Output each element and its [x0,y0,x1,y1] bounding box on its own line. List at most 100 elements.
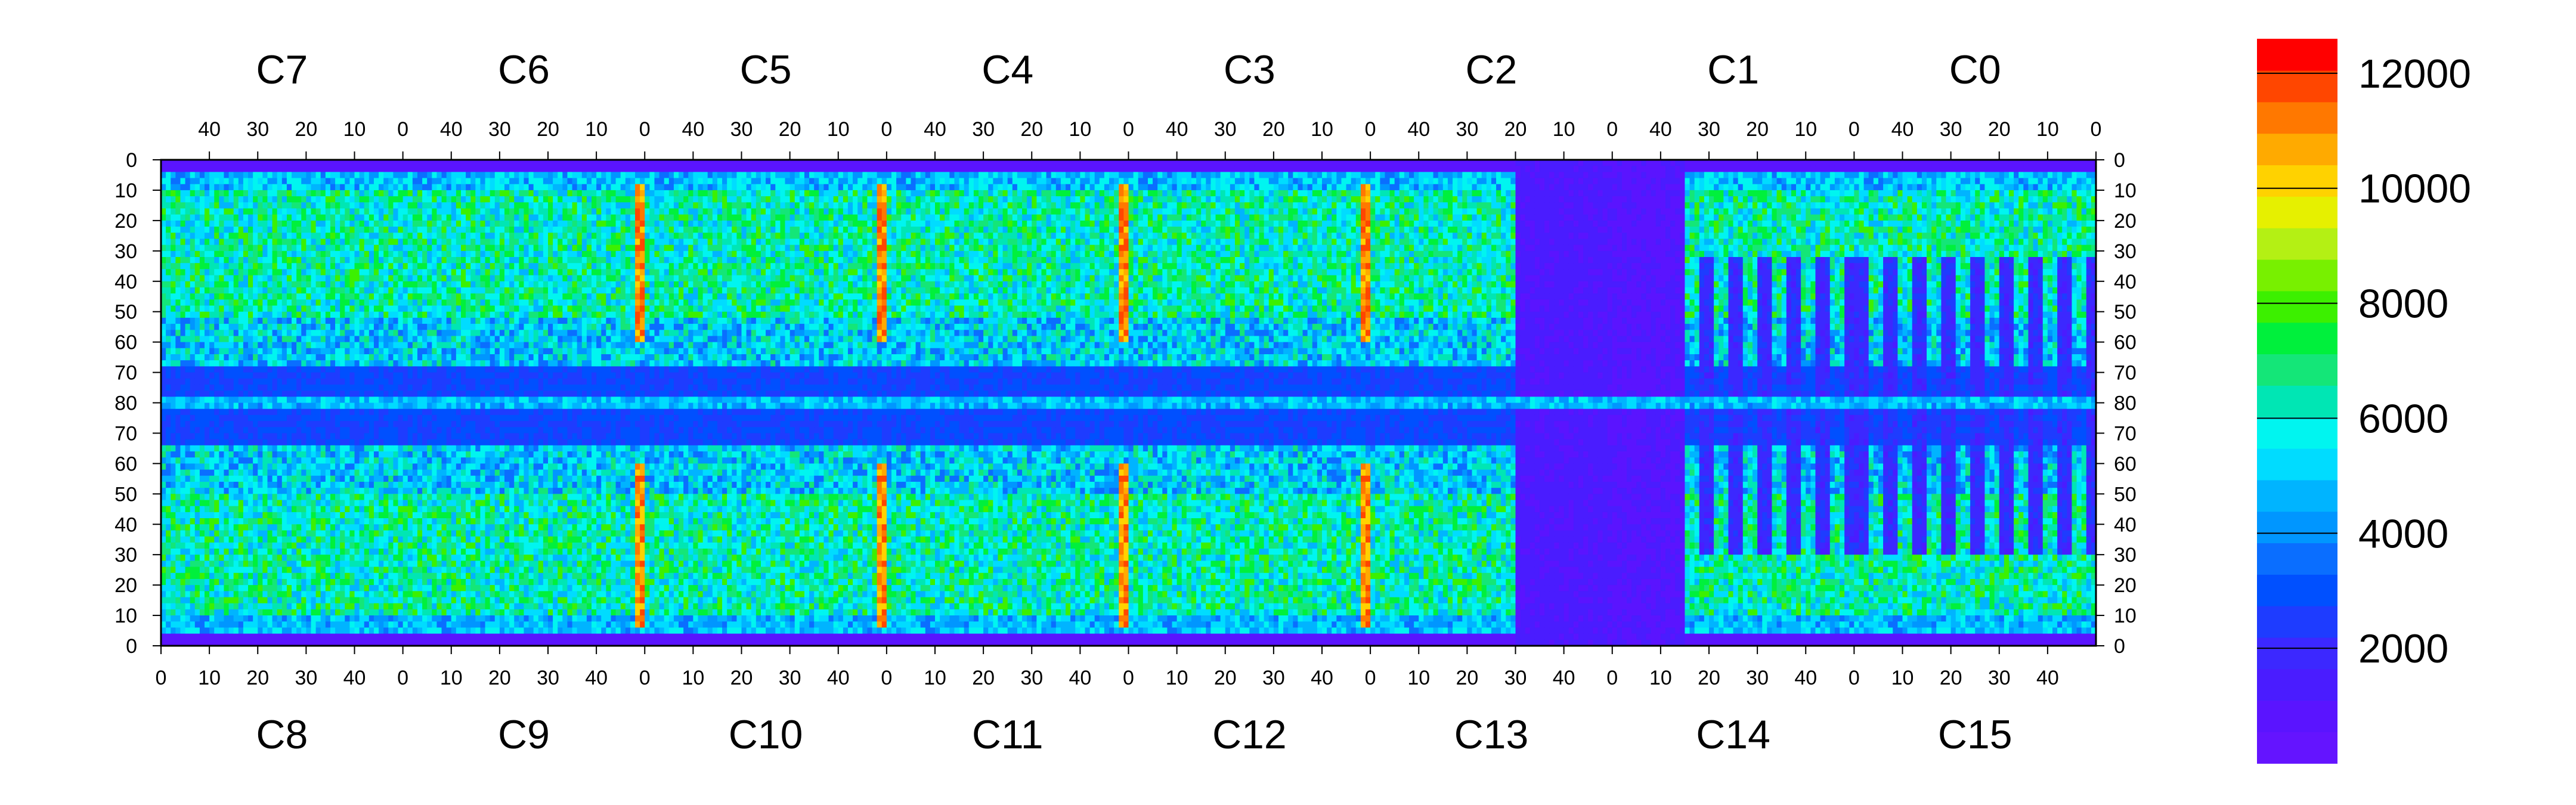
heatmap-cell [272,330,278,337]
heatmap-cell [422,305,428,312]
heatmap-cell [451,578,457,586]
heatmap-cell [281,384,287,391]
heatmap-cell [185,506,191,513]
heatmap-cell [311,397,317,404]
heatmap-cell [407,585,413,592]
heatmap-cell [451,184,457,191]
heatmap-cell [422,196,428,203]
heatmap-cell [407,305,413,312]
heatmap-cell [286,287,292,294]
heatmap-cell [267,633,273,640]
heatmap-cell [422,475,428,482]
heatmap-cell [383,445,389,452]
heatmap-cell [199,336,205,343]
heatmap-cell [185,244,191,252]
heatmap-cell [166,293,171,300]
heatmap-cell [286,202,292,209]
heatmap-cell [286,275,292,282]
heatmap-cell [199,566,205,574]
heatmap-cell [258,457,263,464]
heatmap-cell [272,311,278,318]
heatmap-cell [311,336,317,343]
heatmap-cell [175,433,181,440]
heatmap-cell [248,311,253,318]
heatmap-cell [194,263,200,270]
heatmap-cell [340,293,345,300]
heatmap-cell [175,439,181,446]
heatmap-cell [451,269,457,276]
heatmap-cell [427,366,432,373]
heatmap-cell [451,281,457,288]
heatmap-cell [224,178,230,185]
heatmap-cell [243,178,249,185]
heatmap-cell [205,250,210,258]
heatmap-cell [286,566,292,574]
heatmap-cell [311,220,317,227]
heatmap-cell [171,281,176,288]
heatmap-cell [306,196,312,203]
heatmap-cell [379,408,384,416]
heatmap-cell [402,566,408,574]
heatmap-cell [451,536,457,543]
heatmap-cell [311,214,317,221]
heatmap-cell [388,166,394,172]
heatmap-cell [161,214,166,221]
heatmap-cell [267,190,273,197]
heatmap-cell [214,536,219,543]
heatmap-cell [243,214,249,221]
heatmap-cell [315,439,321,446]
heatmap-cell [238,391,244,397]
heatmap-cell [422,481,428,488]
heatmap-cell [441,196,447,203]
heatmap-cell [166,220,171,227]
heatmap-cell [277,433,283,440]
heatmap-cell [214,488,219,494]
heatmap-cell [330,233,336,240]
heatmap-cell [349,281,355,288]
heatmap-cell [383,233,389,240]
heatmap-cell [161,287,166,294]
heatmap-cell [185,451,191,458]
heatmap-cell [398,603,404,610]
heatmap-cell [296,591,302,598]
heatmap-cell [335,160,340,166]
heatmap-cell [349,287,355,294]
heatmap-cell [412,342,418,349]
heatmap-cell [354,348,360,355]
heatmap-cell [432,184,438,191]
heatmap-cell [320,220,326,227]
heatmap-cell [373,542,379,549]
heatmap-cell [175,378,181,385]
heatmap-cell [272,615,278,622]
heatmap-cell [233,615,239,622]
heatmap-cell [238,475,244,482]
heatmap-cell [272,227,278,233]
heatmap-cell [451,172,457,179]
heatmap-cell [296,555,302,561]
heatmap-cell [277,233,283,240]
heatmap-cell [311,402,317,410]
heatmap-cell [171,244,176,252]
heatmap-cell [243,463,249,470]
heatmap-cell [296,530,302,537]
heatmap-cell [330,609,336,616]
heatmap-cell [233,299,239,306]
heatmap-cell [281,311,287,318]
heatmap-cell [272,317,278,324]
heatmap-cell [345,244,350,252]
heatmap-cell [422,178,428,185]
heatmap-cell [379,166,384,172]
heatmap-cell [286,615,292,622]
heatmap-cell [180,190,186,197]
heatmap-cell [311,542,317,549]
heatmap-cell [325,239,331,246]
heatmap-cell [205,196,210,203]
heatmap-cell [383,397,389,404]
heatmap-cell [369,330,374,337]
heatmap-cell [175,184,181,191]
heatmap-cell [272,160,278,166]
heatmap-cell [398,427,404,434]
heatmap-cell [301,360,306,367]
heatmap-cell [262,549,268,555]
heatmap-cell [171,233,176,240]
